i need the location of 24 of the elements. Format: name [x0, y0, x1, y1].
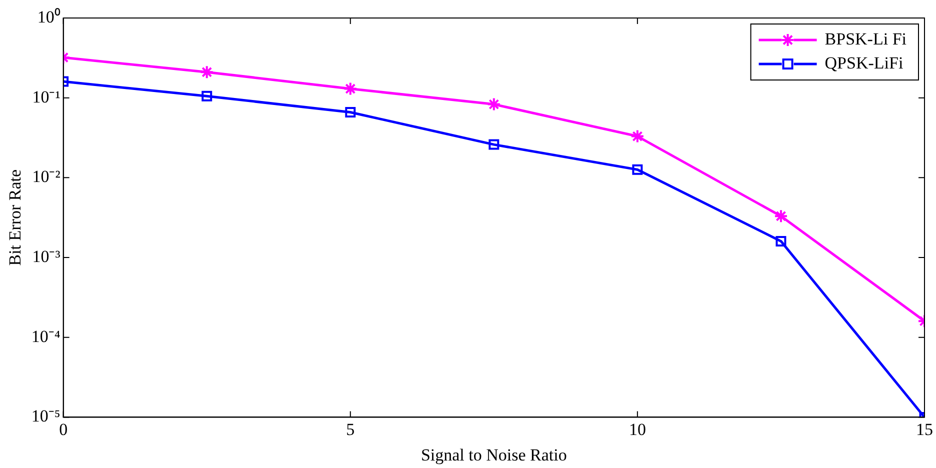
point — [776, 236, 786, 246]
point — [630, 129, 644, 144]
legend-label: QPSK-LiFi — [824, 53, 904, 72]
y-axis-title: Bit Error Rate — [6, 169, 25, 266]
y-tick-label: 10⁻³ — [32, 246, 60, 266]
point — [632, 164, 643, 175]
point — [488, 139, 500, 150]
point — [200, 65, 214, 80]
y-tick-label: 10⁻² — [32, 167, 60, 186]
point — [202, 90, 212, 102]
x-axis-title: Signal to Noise Ratio — [420, 445, 567, 464]
y-tick-label: 10⁻¹ — [32, 87, 60, 106]
y-tick-label: 10⁰ — [37, 7, 60, 26]
point — [774, 209, 788, 224]
point — [343, 82, 358, 96]
x-tick-label: 5 — [346, 420, 355, 439]
y-tick-label: 10⁻⁵ — [31, 406, 60, 426]
x-tick-label: 0 — [59, 420, 68, 439]
point — [345, 107, 356, 118]
legend-label: BPSK-Li Fi — [824, 29, 907, 48]
point — [486, 97, 501, 112]
y-tick-label: 10⁻⁴ — [31, 326, 60, 346]
x-tick-label: 10 — [628, 420, 646, 439]
x-tick-label: 15 — [916, 420, 933, 439]
